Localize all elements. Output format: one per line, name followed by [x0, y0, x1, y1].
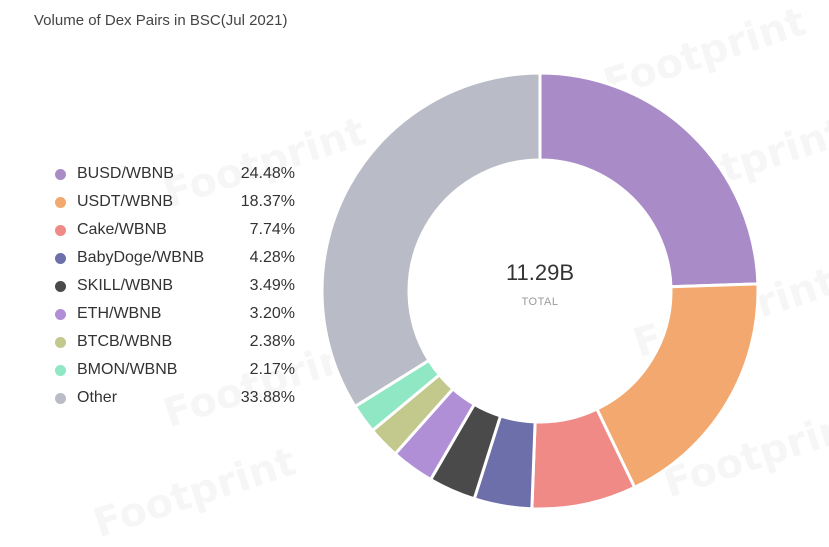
legend-swatch [55, 252, 66, 264]
chart-title: Volume of Dex Pairs in BSC(Jul 2021) [34, 12, 288, 29]
total-label: TOTAL [522, 296, 559, 308]
legend-label: BMON/WBNB [77, 361, 178, 378]
legend-value: 4.28% [249, 249, 295, 266]
legend-label: Other [77, 389, 118, 406]
legend-item[interactable]: BabyDoge/WBNB 4.28% [55, 244, 295, 272]
legend-item[interactable]: BUSD/WBNB 24.48% [55, 160, 295, 188]
legend-label: BabyDoge/WBNB [77, 249, 205, 266]
pie-slice-busd-wbnb[interactable] [538, 71, 760, 289]
legend-item[interactable]: BTCB/WBNB 2.38% [55, 328, 295, 356]
legend-value: 3.20% [249, 305, 295, 322]
legend-swatch [55, 224, 66, 236]
legend-value: 33.88% [240, 389, 295, 406]
legend-swatch [55, 308, 66, 320]
legend-label: BTCB/WBNB [77, 333, 173, 350]
legend-label: BUSD/WBNB [77, 165, 174, 182]
legend-item[interactable]: Other 33.88% [55, 384, 295, 412]
legend-item[interactable]: Cake/WBNB 7.74% [55, 216, 295, 244]
legend-value: 7.74% [249, 221, 295, 238]
pie-slice-other[interactable] [320, 71, 542, 409]
donut-chart: 11.29B TOTAL [320, 71, 760, 511]
legend-swatch [55, 336, 66, 348]
legend-label: SKILL/WBNB [77, 277, 174, 294]
legend-label: Cake/WBNB [77, 221, 167, 238]
legend-value: 3.49% [249, 277, 295, 294]
legend-swatch [55, 392, 66, 404]
chart-legend: BUSD/WBNB 24.48% USDT/WBNB 18.37% Cake/WBNB 7… [55, 160, 295, 412]
legend-value: 2.17% [249, 361, 295, 378]
legend-value: 18.37% [240, 193, 295, 210]
legend-swatch [55, 168, 66, 180]
legend-swatch [55, 196, 66, 208]
legend-swatch [55, 364, 66, 376]
legend-item[interactable]: BMON/WBNB 2.17% [55, 356, 295, 384]
pie-slice-usdt-wbnb[interactable] [594, 282, 760, 490]
total-value: 11.29B [506, 260, 574, 285]
legend-label: USDT/WBNB [77, 193, 173, 210]
legend-swatch [55, 280, 66, 292]
legend-item[interactable]: SKILL/WBNB 3.49% [55, 272, 295, 300]
legend-item[interactable]: ETH/WBNB 3.20% [55, 300, 295, 328]
legend-label: ETH/WBNB [77, 305, 162, 322]
legend-value: 2.38% [249, 333, 295, 350]
legend-item[interactable]: USDT/WBNB 18.37% [55, 188, 295, 216]
legend-value: 24.48% [240, 165, 295, 182]
